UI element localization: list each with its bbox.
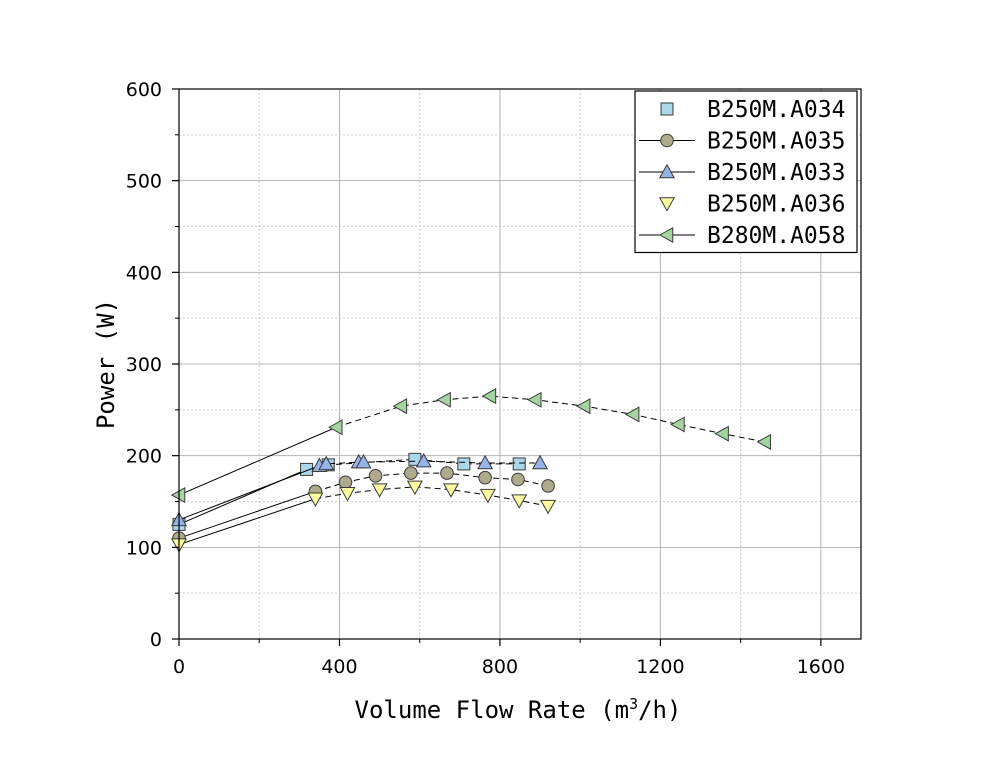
legend-marker (658, 163, 676, 179)
data-point (440, 466, 454, 480)
data-point (436, 391, 451, 408)
data-point (511, 472, 525, 487)
legend: B250M.A034 B250M.A035 B250M.A033 B250M.A036… (634, 90, 858, 254)
data-point (624, 406, 640, 423)
y-tick-label: 400 (126, 262, 162, 284)
y-tick-label: 600 (126, 79, 162, 101)
data-point (339, 486, 356, 502)
data-point (442, 483, 460, 498)
data-point (527, 391, 542, 408)
data-point (478, 470, 492, 485)
legend-label: B250M.A034 (707, 97, 845, 123)
y-tick-label: 300 (126, 354, 162, 376)
data-point (541, 479, 555, 493)
data-point (457, 457, 471, 471)
data-point (415, 452, 432, 468)
data-point (371, 483, 388, 498)
data-point (404, 466, 418, 480)
data-point (512, 457, 526, 471)
x-tick-label: 400 (321, 656, 357, 678)
x-tick-label: 1200 (636, 656, 684, 678)
data-point (300, 462, 314, 476)
series (170, 452, 549, 527)
data-point (368, 469, 383, 483)
y-tick-label: 0 (150, 629, 162, 651)
data-point (355, 453, 372, 469)
data-point (318, 455, 335, 471)
series (170, 388, 771, 504)
data-point (170, 487, 186, 504)
data-point (479, 488, 496, 504)
legend-marker (658, 197, 676, 212)
data-point (392, 398, 408, 415)
data-point (714, 425, 729, 442)
legend-label: B250M.A036 (707, 192, 845, 218)
data-point (575, 398, 591, 415)
data-point (338, 475, 353, 490)
y-tick-label: 100 (126, 537, 162, 559)
data-point (307, 492, 324, 507)
legend-marker (660, 133, 674, 148)
axes: 0 400 800 1200 1600 0 100 200 300 400 500 600 (126, 79, 845, 678)
y-axis-title: Power (W) (92, 299, 120, 429)
y-tick-label: 500 (126, 171, 162, 193)
series-line-dashed (315, 486, 549, 507)
y-tick-label: 200 (126, 446, 162, 468)
series-line-dashed (315, 472, 549, 492)
legend-label: B250M.A033 (707, 160, 845, 186)
data-point (511, 494, 528, 509)
data-point (532, 454, 549, 470)
data-point (477, 454, 494, 470)
x-axis-title: Volume Flow Rate (m3/h) (355, 695, 682, 724)
x-tick-label: 800 (482, 656, 518, 678)
data-point (328, 419, 343, 436)
x-tick-label: 1600 (797, 656, 845, 678)
series-line-dashed (336, 395, 765, 443)
series-line-solid (178, 426, 337, 496)
legend-label: B250M.A035 (707, 129, 845, 155)
series-line-solid (178, 498, 316, 546)
legend-label: B280M.A058 (707, 223, 845, 249)
series (170, 480, 557, 553)
legend-marker (658, 226, 674, 244)
legend-marker (660, 102, 674, 116)
data-point (756, 433, 771, 450)
data-point (406, 480, 423, 496)
data-point (540, 499, 557, 515)
series-line-solid (178, 465, 320, 521)
x-tick-label: 0 (173, 656, 185, 678)
data-point (481, 388, 497, 405)
series (172, 466, 555, 545)
series-line-solid (178, 490, 316, 539)
series-layer (170, 388, 771, 553)
data-point (670, 416, 685, 433)
